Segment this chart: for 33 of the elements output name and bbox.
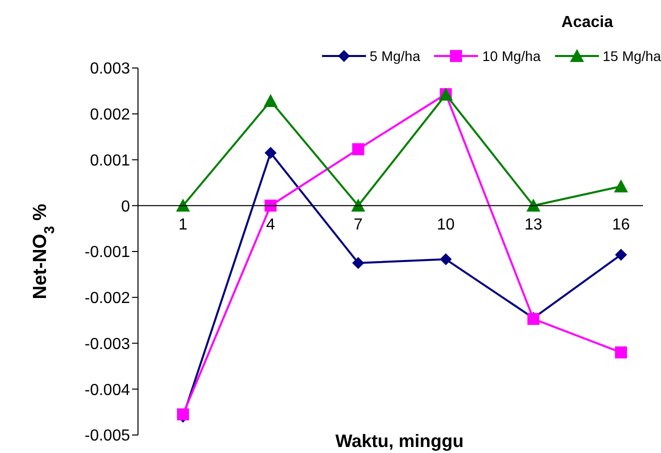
point <box>352 256 364 269</box>
y-tick-label: 0.001 <box>90 152 130 170</box>
point <box>177 408 189 420</box>
y-tick-label: -0.002 <box>84 290 130 308</box>
x-tick-label: 1 <box>178 216 188 234</box>
y-tick-label: -0.003 <box>84 336 130 353</box>
point <box>614 179 628 192</box>
point <box>176 198 190 212</box>
y-tick-label: 0 <box>121 198 130 216</box>
y-tick-label: 0.003 <box>90 60 130 78</box>
x-tick-label: 7 <box>354 216 363 234</box>
y-tick-label: 0.002 <box>90 106 130 124</box>
point <box>615 346 627 358</box>
x-axis-title: Waktu, minggu <box>334 431 465 451</box>
point <box>352 143 364 156</box>
point <box>264 146 277 159</box>
chart-title: Acacia <box>561 14 613 32</box>
point <box>615 248 627 261</box>
y-tick-label: -0.005 <box>84 428 130 445</box>
point <box>264 200 277 212</box>
x-tick-label: 13 <box>524 216 542 234</box>
y-tick-label: -0.004 <box>84 382 130 399</box>
legend-label: 10 Mg/ha <box>481 48 541 64</box>
point <box>351 198 366 212</box>
x-tick-label: 4 <box>266 216 276 234</box>
legend-label: 15 Mg/ha <box>602 48 661 64</box>
point <box>264 94 278 108</box>
y-tick-label: -0.001 <box>84 244 130 262</box>
x-tick-label: 16 <box>612 216 630 234</box>
point <box>440 253 452 266</box>
x-tick-label: 10 <box>436 216 455 234</box>
point <box>526 198 540 212</box>
legend-label: 5 Mg/ha <box>368 48 420 64</box>
